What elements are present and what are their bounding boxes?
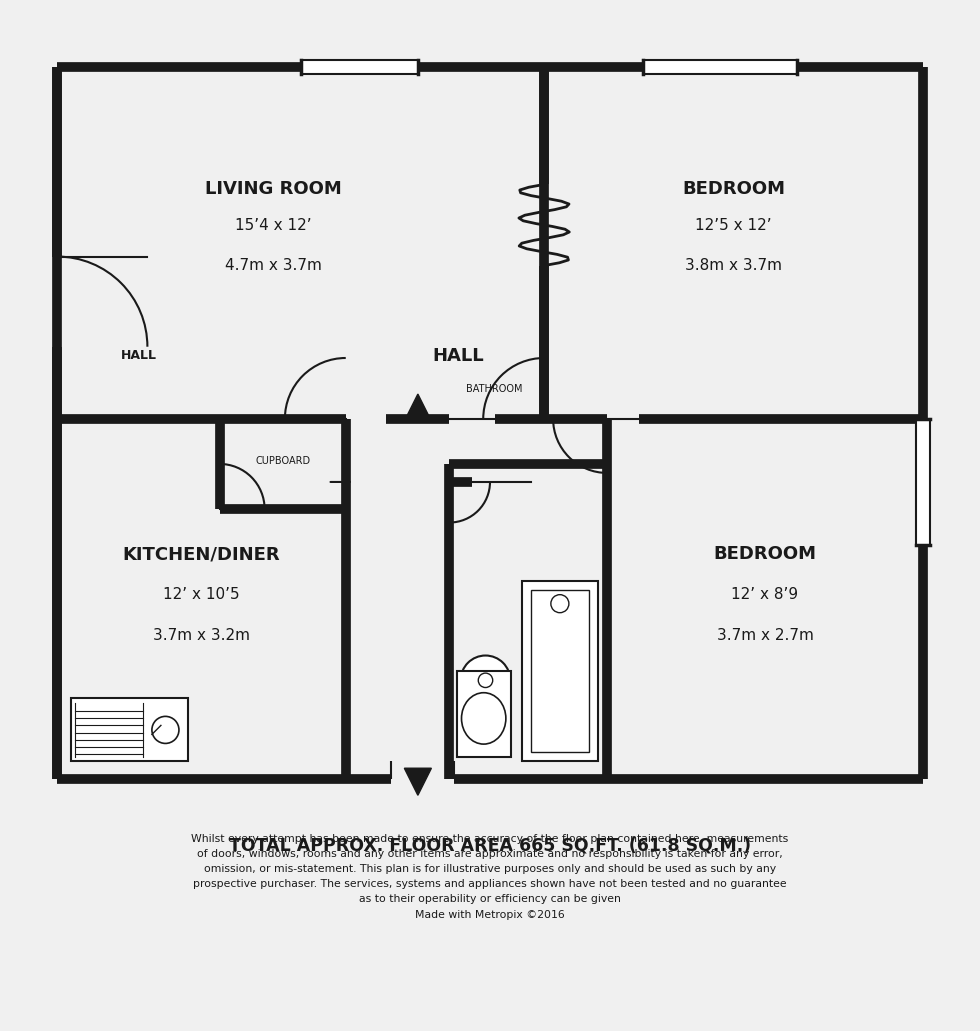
Text: LIVING ROOM: LIVING ROOM (205, 180, 342, 198)
Text: BEDROOM: BEDROOM (682, 180, 785, 198)
Text: 15’4 x 12’: 15’4 x 12’ (235, 218, 312, 233)
Text: 4.7m x 3.7m: 4.7m x 3.7m (225, 258, 322, 273)
Circle shape (152, 717, 179, 743)
Text: BEDROOM: BEDROOM (713, 545, 816, 563)
Bar (457, 671, 511, 757)
Text: HALL: HALL (121, 350, 157, 362)
Text: KITCHEN/DINER: KITCHEN/DINER (122, 545, 280, 563)
Bar (915, 419, 930, 545)
Text: CUPBOARD: CUPBOARD (255, 456, 311, 466)
Ellipse shape (461, 656, 511, 705)
Polygon shape (405, 394, 431, 421)
Bar (71, 698, 188, 762)
Bar (643, 60, 797, 74)
Text: Whilst every attempt has been made to ensure the accuracy of the floor plan cont: Whilst every attempt has been made to en… (191, 834, 789, 920)
Text: BATHROOM: BATHROOM (466, 384, 522, 394)
Ellipse shape (462, 693, 506, 744)
Text: 12’5 x 12’: 12’5 x 12’ (695, 218, 771, 233)
Text: 3.8m x 3.7m: 3.8m x 3.7m (685, 258, 782, 273)
Circle shape (478, 673, 493, 688)
Bar (301, 60, 417, 74)
Text: 3.7m x 2.7m: 3.7m x 2.7m (716, 628, 813, 642)
Bar (521, 581, 598, 762)
Text: 3.7m x 3.2m: 3.7m x 3.2m (153, 628, 250, 642)
Text: 12’ x 8’9: 12’ x 8’9 (731, 588, 799, 602)
Circle shape (551, 595, 568, 612)
Polygon shape (405, 768, 431, 795)
Text: HALL: HALL (432, 346, 484, 365)
Text: TOTAL APPROX. FLOOR AREA 665 SQ.FT. (61.8 SQ.M.): TOTAL APPROX. FLOOR AREA 665 SQ.FT. (61.… (229, 836, 751, 855)
Bar (530, 590, 589, 753)
Text: 12’ x 10’5: 12’ x 10’5 (164, 588, 240, 602)
